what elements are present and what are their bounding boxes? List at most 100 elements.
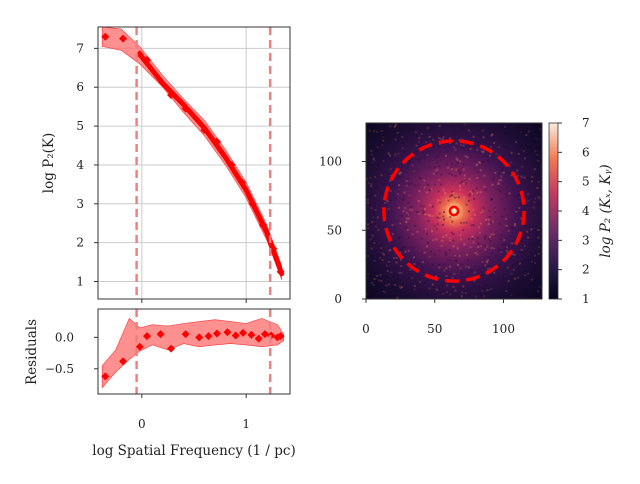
- heatmap-pixel: [372, 216, 374, 219]
- heatmap-pixel: [389, 249, 392, 251]
- heatmap-pixel: [488, 267, 491, 270]
- heatmap-pixel: [381, 144, 384, 147]
- heatmap-pixel: [536, 203, 539, 206]
- heatmap-pixel: [482, 206, 485, 209]
- heatmap-pixel: [506, 186, 509, 189]
- heatmap-pixel: [373, 159, 376, 162]
- heatmap-pixel: [456, 260, 458, 263]
- heatmap-pixel: [452, 192, 455, 194]
- heatmap-pixel: [500, 197, 503, 200]
- heatmap-pixel: [538, 246, 541, 249]
- heatmap-pixel: [465, 265, 468, 268]
- heatmap-pixel: [400, 214, 403, 217]
- heatmap-pixel: [448, 237, 451, 240]
- heatmap-pixel: [477, 141, 480, 144]
- heatmap-pixel: [403, 191, 406, 194]
- heatmap-pixel: [525, 270, 528, 273]
- heatmap-pixel: [537, 124, 540, 127]
- heatmap-pixel: [524, 225, 526, 228]
- heatmap-pixel: [485, 218, 487, 221]
- data-point: [227, 160, 236, 169]
- heatmap-pixel: [487, 259, 490, 262]
- colorbar-tick-label: 1: [582, 292, 590, 306]
- residual-range-lines: [135, 309, 272, 394]
- heatmap-pixel: [408, 159, 411, 162]
- heatmap-pixel: [481, 209, 484, 212]
- heatmap-pixel: [480, 211, 483, 214]
- heatmap-pixel: [371, 251, 374, 254]
- heatmap-pixel: [482, 136, 485, 139]
- heatmap-pixel: [438, 165, 441, 168]
- residual-point: [119, 357, 128, 366]
- heatmap-pixel: [517, 153, 520, 155]
- heatmap-pixel: [377, 184, 380, 187]
- heatmap-pixel: [508, 165, 511, 168]
- heatmap-pixel: [469, 268, 472, 271]
- heatmap-pixel: [416, 230, 419, 233]
- heatmap-pixel: [459, 171, 462, 174]
- heatmap-pixel: [520, 251, 523, 254]
- heatmap-pixel: [478, 291, 481, 294]
- heatmap-pixel: [438, 218, 441, 221]
- heatmap-pixel: [367, 156, 370, 159]
- heatmap-pixel: [386, 171, 389, 174]
- heatmap-pixel: [489, 259, 492, 261]
- heatmap-pixel: [440, 173, 443, 176]
- heatmap-pixel: [515, 291, 518, 294]
- heatmap-pixel: [399, 251, 402, 254]
- heatmap-pixel: [529, 151, 532, 154]
- heatmap-pixel: [408, 213, 411, 216]
- heatmap-pixel: [367, 277, 370, 280]
- heatmap-pixel: [536, 234, 539, 237]
- heatmap-y-tick-label: 0: [334, 292, 342, 306]
- heatmap-pixel: [527, 292, 530, 295]
- heatmap-pixel: [410, 140, 413, 143]
- heatmap-pixel: [531, 163, 534, 166]
- heatmap-pixel: [536, 153, 539, 156]
- heatmap-pixel: [402, 249, 404, 252]
- heatmap-pixel: [497, 249, 500, 251]
- heatmap-pixel: [460, 221, 463, 224]
- heatmap-pixel: [408, 195, 411, 198]
- heatmap-pixel: [484, 264, 487, 267]
- heatmap-pixel: [458, 169, 461, 172]
- heatmap-pixel: [432, 128, 435, 131]
- heatmap-pixel: [509, 258, 512, 261]
- heatmap-pixel: [462, 168, 465, 171]
- colorbar-tick-label: 4: [582, 204, 590, 218]
- heatmap-pixel: [387, 283, 390, 286]
- heatmap-pixel: [501, 215, 503, 218]
- data-point: [212, 137, 221, 146]
- heatmap-pixel: [485, 284, 488, 287]
- heatmap-pixel: [431, 230, 433, 233]
- heatmap-pixel: [530, 280, 533, 283]
- heatmap-pixel: [454, 255, 457, 258]
- heatmap-pixel: [366, 210, 369, 213]
- heatmap-pixel: [399, 222, 402, 225]
- heatmap-pixel: [469, 192, 472, 195]
- heatmap-pixel: [376, 248, 378, 251]
- heatmap-pixel: [477, 242, 480, 245]
- heatmap-pixel: [427, 183, 430, 186]
- heatmap-pixel: [394, 125, 397, 128]
- heatmap-pixel: [470, 224, 473, 227]
- heatmap-pixel: [400, 248, 403, 251]
- heatmap-pixel: [427, 255, 430, 258]
- heatmap-pixel: [397, 152, 400, 155]
- heatmap-pixel: [472, 241, 475, 244]
- heatmap-pixel: [445, 274, 448, 277]
- heatmap-pixel: [484, 235, 487, 238]
- heatmap-pixel: [474, 295, 477, 298]
- heatmap-pixel: [484, 248, 487, 251]
- heatmap-pixel: [449, 124, 452, 127]
- heatmap-pixel: [463, 196, 466, 199]
- heatmap-pixel: [474, 167, 477, 170]
- heatmap-pixel: [418, 190, 421, 193]
- heatmap-image: [366, 123, 542, 299]
- heatmap-pixel: [523, 245, 526, 248]
- heatmap-pixel: [486, 268, 489, 271]
- heatmap-pixel: [500, 296, 503, 299]
- heatmap-pixel: [419, 280, 422, 283]
- heatmap-pixel: [397, 123, 400, 126]
- heatmap-pixel: [419, 292, 421, 295]
